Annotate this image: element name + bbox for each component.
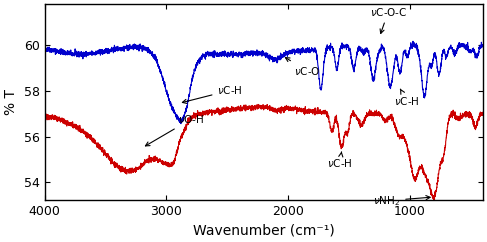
Text: $\nu$C-H: $\nu$C-H — [394, 89, 419, 106]
X-axis label: Wavenumber (cm⁻¹): Wavenumber (cm⁻¹) — [193, 224, 335, 238]
Text: $\nu$NH$_2$: $\nu$NH$_2$ — [373, 194, 430, 208]
Text: $\nu$C-O: $\nu$C-O — [285, 58, 320, 77]
Y-axis label: % T: % T — [4, 89, 18, 115]
Text: $\nu$C-O-C: $\nu$C-O-C — [370, 6, 407, 33]
Text: $\nu$C-H: $\nu$C-H — [327, 152, 353, 169]
Text: $\nu$C-H: $\nu$C-H — [183, 84, 243, 103]
Text: $\nu$O-H: $\nu$O-H — [146, 113, 205, 146]
